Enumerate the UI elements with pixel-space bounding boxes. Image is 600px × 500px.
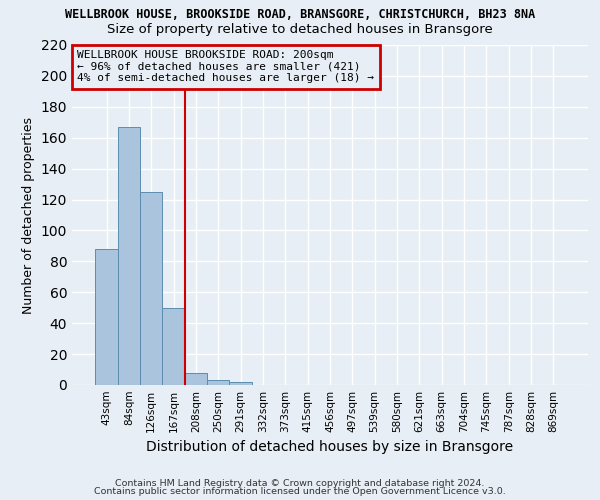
Y-axis label: Number of detached properties: Number of detached properties: [22, 116, 35, 314]
Text: Size of property relative to detached houses in Bransgore: Size of property relative to detached ho…: [107, 22, 493, 36]
Bar: [229, 382, 252, 385]
Text: WELLBROOK HOUSE BROOKSIDE ROAD: 200sqm
← 96% of detached houses are smaller (421: WELLBROOK HOUSE BROOKSIDE ROAD: 200sqm ←…: [77, 50, 374, 84]
Bar: [140, 192, 163, 385]
Bar: [185, 372, 207, 385]
X-axis label: Distribution of detached houses by size in Bransgore: Distribution of detached houses by size …: [146, 440, 514, 454]
Text: Contains public sector information licensed under the Open Government Licence v3: Contains public sector information licen…: [94, 487, 506, 496]
Bar: [163, 308, 185, 385]
Bar: [207, 380, 229, 385]
Bar: [118, 127, 140, 385]
Bar: [95, 249, 118, 385]
Text: Contains HM Land Registry data © Crown copyright and database right 2024.: Contains HM Land Registry data © Crown c…: [115, 478, 485, 488]
Text: WELLBROOK HOUSE, BROOKSIDE ROAD, BRANSGORE, CHRISTCHURCH, BH23 8NA: WELLBROOK HOUSE, BROOKSIDE ROAD, BRANSGO…: [65, 8, 535, 20]
